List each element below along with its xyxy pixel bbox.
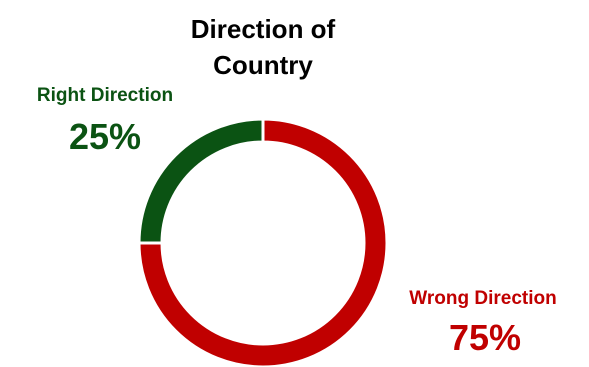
value-wrong-direction: 75% xyxy=(449,317,521,358)
label-right-direction: Right Direction xyxy=(37,85,173,106)
value-right-direction: 25% xyxy=(69,116,141,157)
donut-slices xyxy=(137,117,389,367)
slice-wrong-direction xyxy=(137,117,389,367)
label-wrong-direction: Wrong Direction xyxy=(409,288,556,309)
chart-title-line-1: Direction of xyxy=(191,14,336,44)
chart-title-line-2: Country xyxy=(213,50,313,80)
slice-right-direction xyxy=(137,117,265,245)
